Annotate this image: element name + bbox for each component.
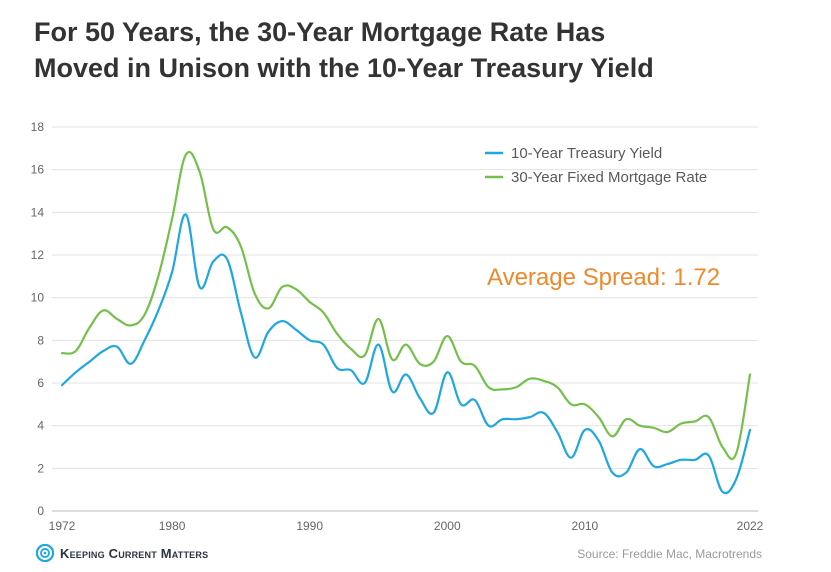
source-note: Source: Freddie Mac, Macrotrends xyxy=(577,547,762,561)
y-tick-label-4: 4 xyxy=(37,419,44,433)
series-line-treasury xyxy=(60,213,752,495)
title-line-2: Moved in Unison with the 10-Year Treasur… xyxy=(34,53,654,83)
series-lines xyxy=(60,150,752,495)
y-tick-label-16: 16 xyxy=(31,163,45,177)
y-tick-label-2: 2 xyxy=(37,461,44,475)
chart-title: For 50 Years, the 30-Year Mortgage Rate … xyxy=(34,14,654,86)
x-tick-label-1980: 1980 xyxy=(159,519,186,533)
average-spread-annotation: Average Spread: 1.72 xyxy=(487,264,720,291)
x-tick-label-2000: 2000 xyxy=(434,519,461,533)
series-line-mortgage xyxy=(60,150,752,460)
x-tick-label-2010: 2010 xyxy=(572,519,599,533)
x-tick-label-1972: 1972 xyxy=(49,519,76,533)
x-tick-label-2022: 2022 xyxy=(737,519,764,533)
y-tick-label-12: 12 xyxy=(31,248,45,262)
x-axis-ticks: 1972 1980 1990 2000 2010 2022 xyxy=(49,519,764,533)
logo-text: Keeping Current Matters xyxy=(60,545,209,561)
swirl-logo-icon xyxy=(36,544,54,562)
legend: 10-Year Treasury Yield 30-Year Fixed Mor… xyxy=(485,145,707,186)
title-line-1: For 50 Years, the 30-Year Mortgage Rate … xyxy=(34,17,606,47)
y-tick-label-18: 18 xyxy=(31,120,45,134)
y-axis-ticks: 0 2 4 6 8 10 12 14 16 18 xyxy=(31,120,45,518)
y-tick-label-10: 10 xyxy=(31,291,45,305)
brand-logo: Keeping Current Matters xyxy=(36,544,208,562)
y-tick-label-14: 14 xyxy=(31,205,45,219)
legend-label-mortgage: 30-Year Fixed Mortgage Rate xyxy=(511,169,707,186)
gridlines xyxy=(52,126,758,512)
y-tick-label-0: 0 xyxy=(37,504,44,518)
y-tick-label-6: 6 xyxy=(37,376,44,390)
x-tick-label-1990: 1990 xyxy=(296,519,323,533)
y-tick-label-8: 8 xyxy=(37,333,44,347)
legend-label-treasury: 10-Year Treasury Yield xyxy=(511,145,662,162)
